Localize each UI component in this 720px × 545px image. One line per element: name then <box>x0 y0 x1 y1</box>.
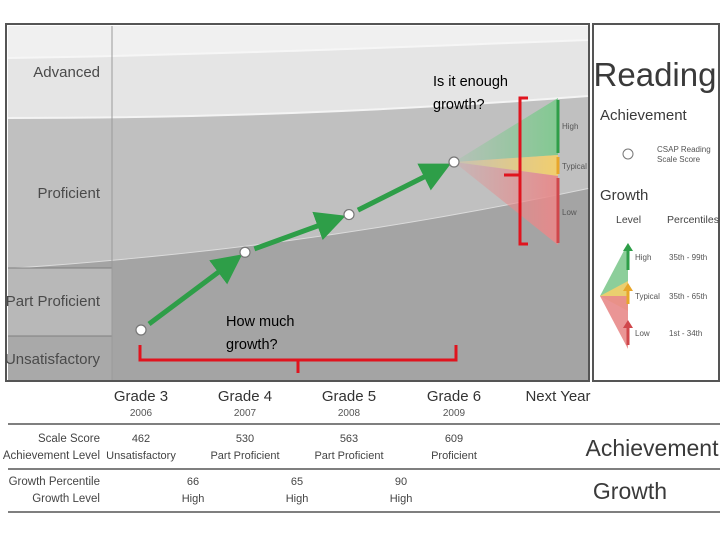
level-label: Proficient <box>37 185 100 202</box>
legend-level: High <box>635 253 651 262</box>
band-part-proficient <box>8 268 112 336</box>
how-much-growth-question: growth? <box>226 337 278 353</box>
growth-percentile: 66 <box>187 476 199 488</box>
growth-arrow <box>253 211 346 252</box>
band-proficient <box>8 96 588 268</box>
legend-achievement-heading: Achievement <box>600 107 688 124</box>
scale-score: 563 <box>340 433 358 445</box>
legend-growth-heading: Growth <box>600 187 648 204</box>
table-row-label: Growth Percentile <box>9 476 100 488</box>
grade-axis: Grade 3 Grade 4 Grade 5 Grade 6 Next Yea… <box>114 388 591 419</box>
achievement-header: Achievement <box>586 435 720 461</box>
score-point <box>135 324 147 336</box>
band-boundary-adv <box>7 95 589 119</box>
growth-arrows <box>147 163 451 327</box>
grade-label: Next Year <box>525 388 590 405</box>
legend-range: 35th - 99th <box>669 253 707 262</box>
growth-level: High <box>286 493 309 505</box>
table-row-label: Growth Level <box>32 493 100 505</box>
achievement-level: Unsatisfactory <box>106 450 176 462</box>
how-much-growth-question: How much <box>226 314 295 330</box>
projection-label: High <box>562 122 578 131</box>
legend-range: 35th - 65th <box>669 292 707 301</box>
enough-growth-question: Is it enough <box>433 74 508 90</box>
growth-header: Growth <box>593 478 667 504</box>
achievement-level: Part Proficient <box>210 450 279 462</box>
achievement-level: Proficient <box>431 450 477 462</box>
scale-score: 462 <box>132 433 150 445</box>
growth-arrow <box>356 163 451 213</box>
projection-cone-low <box>454 162 558 245</box>
level-label: Advanced <box>33 64 100 81</box>
grade-label: Grade 6 <box>427 388 481 405</box>
score-point <box>343 208 355 221</box>
legend-panel: Reading Achievement CSAP Reading Scale S… <box>592 23 720 382</box>
table-row-label: Achievement Level <box>3 450 100 462</box>
grade-label: Grade 4 <box>218 388 272 405</box>
growth-level: High <box>182 493 205 505</box>
table-row-label: Scale Score <box>38 433 100 445</box>
grade-label: Grade 5 <box>322 388 376 405</box>
growth-percentile: 90 <box>395 476 407 488</box>
score-point <box>239 246 251 258</box>
projection-label: Low <box>562 208 577 217</box>
score-table: Scale Score Achievement Level Growth Per… <box>3 423 720 513</box>
score-point <box>448 156 460 168</box>
score-points <box>135 156 460 336</box>
growth-percentile: 65 <box>291 476 303 488</box>
how-much-growth-bracket <box>138 345 458 373</box>
projection-cones: High Typical Low <box>454 98 587 245</box>
legend-col-percentiles: Percentiles <box>667 214 719 226</box>
grade-year: 2007 <box>234 408 257 419</box>
grade-year: 2009 <box>443 408 466 419</box>
scale-score: 609 <box>445 433 463 445</box>
scale-score: 530 <box>236 433 254 445</box>
legend-score-marker <box>622 148 634 160</box>
level-label: Part Proficient <box>6 293 101 310</box>
growth-level: High <box>390 493 413 505</box>
growth-arrow <box>147 254 243 327</box>
enough-growth-bracket <box>518 96 528 246</box>
legend-level: Typical <box>635 292 660 301</box>
enough-growth-question: growth? <box>433 97 485 113</box>
legend-marker-text: Scale Score <box>657 155 701 164</box>
legend-col-level: Level <box>616 214 641 226</box>
grade-label: Grade 3 <box>114 388 168 405</box>
grade-year: 2008 <box>338 408 361 419</box>
legend-marker-text: CSAP Reading <box>657 145 711 154</box>
level-label: Unsatisfactory <box>5 351 101 368</box>
achievement-level: Part Proficient <box>314 450 383 462</box>
legend-range: 1st - 34th <box>669 329 702 338</box>
grade-year: 2006 <box>130 408 153 419</box>
projection-cone-high <box>454 98 558 162</box>
projection-label: Typical <box>562 162 587 171</box>
legend-level: Low <box>635 329 650 338</box>
legend-title: Reading <box>594 56 717 93</box>
band-advanced <box>8 40 588 118</box>
projection-cone-typical <box>454 155 558 176</box>
